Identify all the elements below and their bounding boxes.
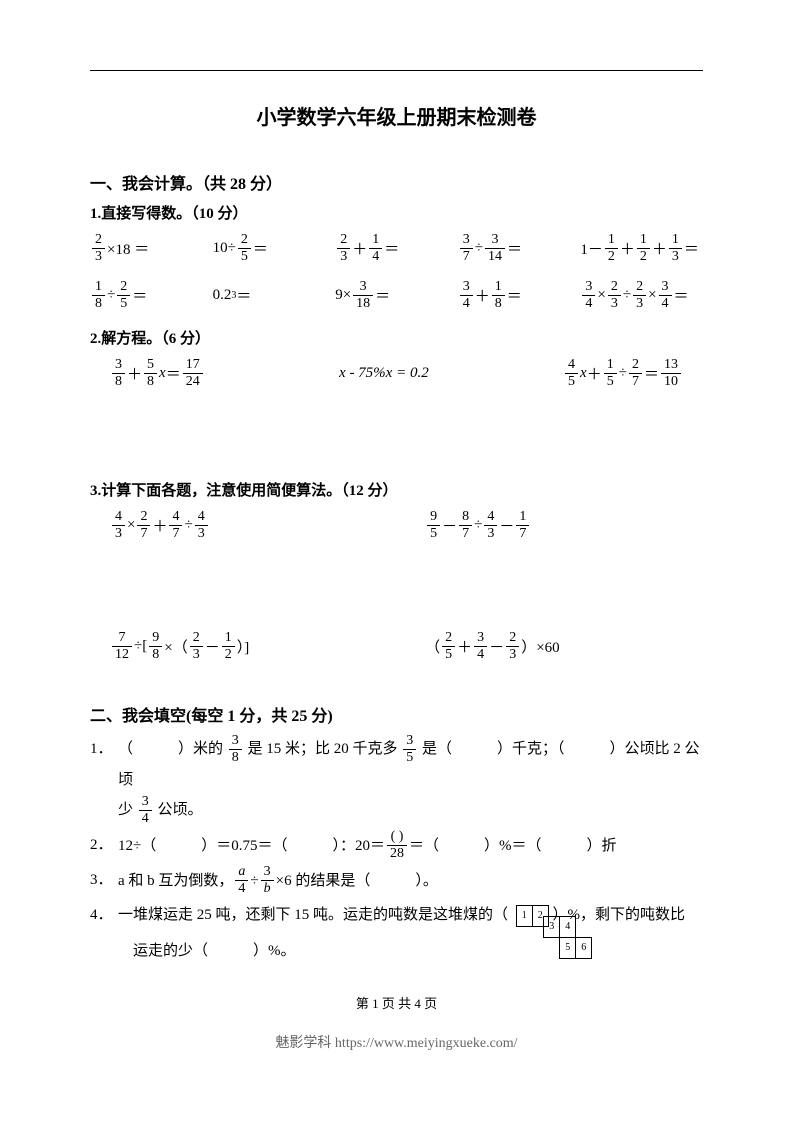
p2a: 18 ÷ 25 ＝ xyxy=(90,280,213,311)
calc3-a: 43 × 27 ＋ 47 ÷ 43 xyxy=(110,510,425,541)
page-container: 小学数学六年级上册期末检测卷 一、我会计算。（共 28 分） 1.直接写得数。（… xyxy=(0,0,793,1122)
calc-row-2: 18 ÷ 25 ＝ 0.23＝ 9× 318 ＝ 34 ＋ 18 ＝ 34 × … xyxy=(90,280,703,311)
eq-a: 38 ＋ 58 x ＝ 1724 xyxy=(110,358,205,389)
calc3-row1: 43 × 27 ＋ 47 ÷ 43 95 － 87 ÷ 43 － 17 xyxy=(90,510,703,541)
calc3-row2: 712 ÷[ 98 ×（ 23 － 12 ）] （ 25 ＋ 34 － 23 ）… xyxy=(90,631,703,662)
fill-1: 1． （ ）米的 38 是 15 米；比 20 千克多 35 是（ ）千克；（ … xyxy=(90,734,703,826)
equation-row: 38 ＋ 58 x ＝ 1724 x - 75%x = 0.2 45 x ＋ 1… xyxy=(90,358,703,389)
page-footer: 第 1 页 共 4 页 xyxy=(0,993,793,1012)
answer-boxes-2: 34 56 xyxy=(543,916,592,959)
p1c: 23 ＋ 14 ＝ xyxy=(335,233,458,264)
top-rule xyxy=(90,70,703,71)
fill-4: 4． 一堆煤运走 25 吨，还剩下 15 吨。运走的吨数是这堆煤的（ 12 ）%… xyxy=(90,900,703,973)
eq-c: 45 x ＋ 15 ÷ 27 ＝ 1310 xyxy=(563,358,683,389)
sub1-heading: 1.直接写得数。（10 分） xyxy=(90,202,703,223)
p1e: 1－ 12 ＋ 12 ＋ 13 ＝ xyxy=(580,233,703,264)
section2-heading: 二、我会填空(每空 1 分，共 25 分) xyxy=(90,702,703,726)
p2d: 34 ＋ 18 ＝ xyxy=(458,280,581,311)
calc3-b: 95 － 87 ÷ 43 － 17 xyxy=(425,510,683,541)
fill-3: 3． a 和 b 互为倒数， a4 ÷ 3b ×6 的结果是（ ）。 xyxy=(90,865,703,896)
p2c: 9× 318 ＝ xyxy=(335,280,458,311)
p1a: 23 ×18 ＝ xyxy=(90,233,213,264)
p2e: 34 × 23 ÷ 23 × 34 ＝ xyxy=(580,280,703,311)
calc3-d: （ 25 ＋ 34 － 23 ）×60 xyxy=(425,631,683,662)
document-title: 小学数学六年级上册期末检测卷 xyxy=(90,101,703,130)
section1-heading: 一、我会计算。（共 28 分） xyxy=(90,170,703,194)
fill-2: 2． 12÷（ ）＝0.75＝（ ）：20＝ ( )28 ＝（ ）%＝（ ）折 xyxy=(90,830,703,861)
watermark: 魅影学科 https://www.meiyingxueke.com/ xyxy=(0,1032,793,1052)
p1b: 10÷ 25 ＝ xyxy=(213,233,336,264)
calc-row-1: 23 ×18 ＝ 10÷ 25 ＝ 23 ＋ 14 ＝ 37 ÷ 314 ＝ 1… xyxy=(90,233,703,264)
sub2-heading: 2.解方程。（6 分） xyxy=(90,327,703,348)
calc3-c: 712 ÷[ 98 ×（ 23 － 12 ）] xyxy=(110,631,425,662)
eq-b: x - 75%x = 0.2 xyxy=(339,358,429,389)
p2b: 0.23＝ xyxy=(213,285,336,306)
sub3-heading: 3.计算下面各题，注意使用简便算法。（12 分） xyxy=(90,479,703,500)
p1d: 37 ÷ 314 ＝ xyxy=(458,233,581,264)
